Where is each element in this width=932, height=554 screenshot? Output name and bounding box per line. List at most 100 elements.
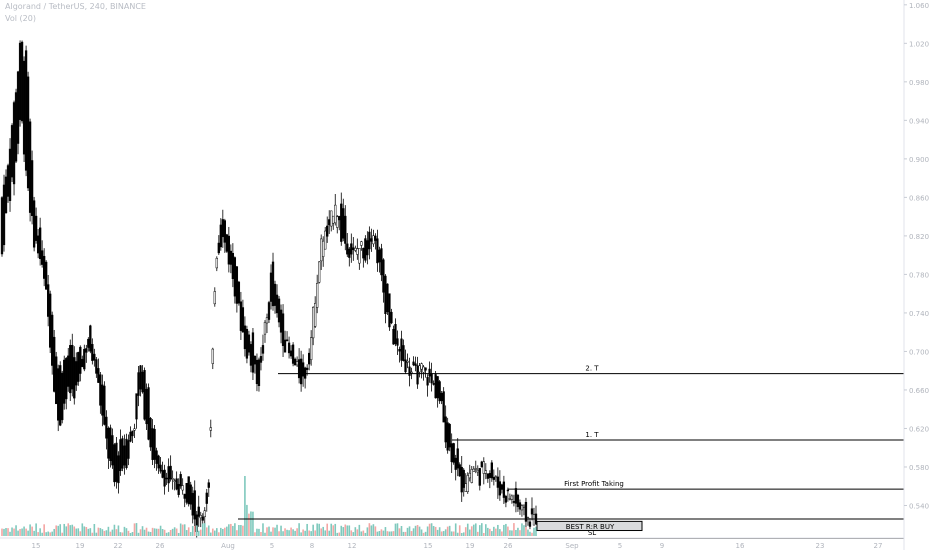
volume-bar (282, 531, 284, 536)
candle-body (382, 259, 385, 293)
volume-bar (129, 532, 132, 536)
volume-bar (175, 528, 178, 536)
x-tick-label: 12 (348, 542, 357, 550)
volume-group (1, 476, 537, 536)
volume-bar (324, 530, 327, 536)
volume-bar (272, 527, 274, 536)
candle-body (428, 368, 431, 377)
candle-body (153, 428, 156, 460)
candle-body (456, 448, 459, 469)
volume-bar (95, 532, 98, 536)
volume-bar (250, 511, 252, 536)
candle-body (376, 238, 379, 264)
volume-bar (103, 530, 106, 536)
candle-body (73, 357, 76, 399)
volume-bar (117, 525, 120, 536)
volume-bar (521, 523, 523, 536)
candle-body (516, 494, 520, 508)
x-tick-label: 22 (114, 542, 123, 550)
volume-bar (382, 530, 385, 536)
candle-body (14, 92, 18, 162)
candle-body (314, 303, 317, 327)
volume-bar (185, 530, 188, 536)
volume-bar (474, 523, 477, 536)
volume-bar (511, 530, 513, 536)
candle-body (330, 210, 333, 227)
candle-body (402, 345, 405, 361)
volume-bar (224, 527, 226, 536)
volume-bar (125, 528, 128, 536)
candle-body (229, 250, 233, 265)
volume-bar (149, 531, 152, 536)
candle-body (77, 352, 80, 382)
volume-bar (65, 526, 68, 536)
candle-body (167, 466, 170, 484)
candle-body (273, 283, 277, 306)
candle-body (432, 383, 435, 385)
candle-body (342, 208, 345, 239)
y-tick-label: 0.940 (909, 117, 929, 125)
candle-body (117, 455, 120, 484)
volume-bar (268, 526, 270, 536)
candle-body (145, 388, 148, 425)
volume-bar (222, 528, 224, 536)
volume-bar (111, 529, 114, 536)
volume-bar (326, 523, 329, 536)
candle-body (394, 324, 397, 345)
candle-body (518, 502, 522, 510)
candle-body (26, 76, 30, 189)
volume-bar (131, 532, 134, 536)
level-label: SL (588, 529, 596, 537)
candle-body (119, 439, 122, 472)
volume-bar (27, 530, 29, 536)
volume-bar (240, 524, 242, 536)
volume-bar (236, 530, 238, 536)
volume-bar (99, 528, 102, 536)
candle-body (53, 336, 56, 392)
volume-bar (316, 523, 318, 536)
candle-body (420, 363, 423, 370)
candle-body (512, 501, 516, 503)
candle-body (506, 489, 510, 492)
candle-body (159, 464, 162, 472)
volume-bar (232, 525, 234, 536)
candle-body (155, 450, 158, 464)
candle-body (57, 368, 60, 421)
volume-bar (426, 526, 429, 536)
candle-body (510, 495, 514, 500)
volume-bar (21, 528, 23, 536)
volume-bar (266, 527, 268, 536)
candle-body (20, 41, 24, 122)
candle-body (201, 516, 204, 521)
candle-body (47, 284, 50, 317)
candle-body (295, 361, 299, 366)
candle-body (135, 393, 138, 420)
candle-body (324, 230, 327, 250)
volume-bar (228, 524, 230, 536)
candle-body (193, 490, 196, 520)
candle-body (275, 294, 279, 314)
volume-bar (59, 524, 62, 536)
volume-bar (220, 527, 222, 536)
volume-bar (13, 528, 15, 536)
levels-group: 2. T0.6771. T0.608First Profit Taking0.5… (238, 365, 932, 544)
volume-bar (165, 532, 168, 536)
volume-bar (523, 525, 525, 536)
candle-body (121, 438, 124, 469)
volume-bar (115, 529, 118, 536)
volume-bar (161, 529, 164, 536)
candle-body (6, 165, 10, 197)
volume-bar (458, 525, 461, 536)
volume-bar (39, 528, 41, 536)
volume-indicator-label[interactable]: Vol (20) (5, 14, 36, 23)
volume-bar (218, 532, 220, 536)
volume-bar (181, 524, 184, 536)
volume-bar (517, 527, 519, 536)
volume-bar (489, 528, 491, 536)
candle-body (4, 176, 8, 214)
volume-bar (306, 523, 308, 536)
candle-body (299, 358, 303, 385)
price-axis (904, 0, 932, 550)
